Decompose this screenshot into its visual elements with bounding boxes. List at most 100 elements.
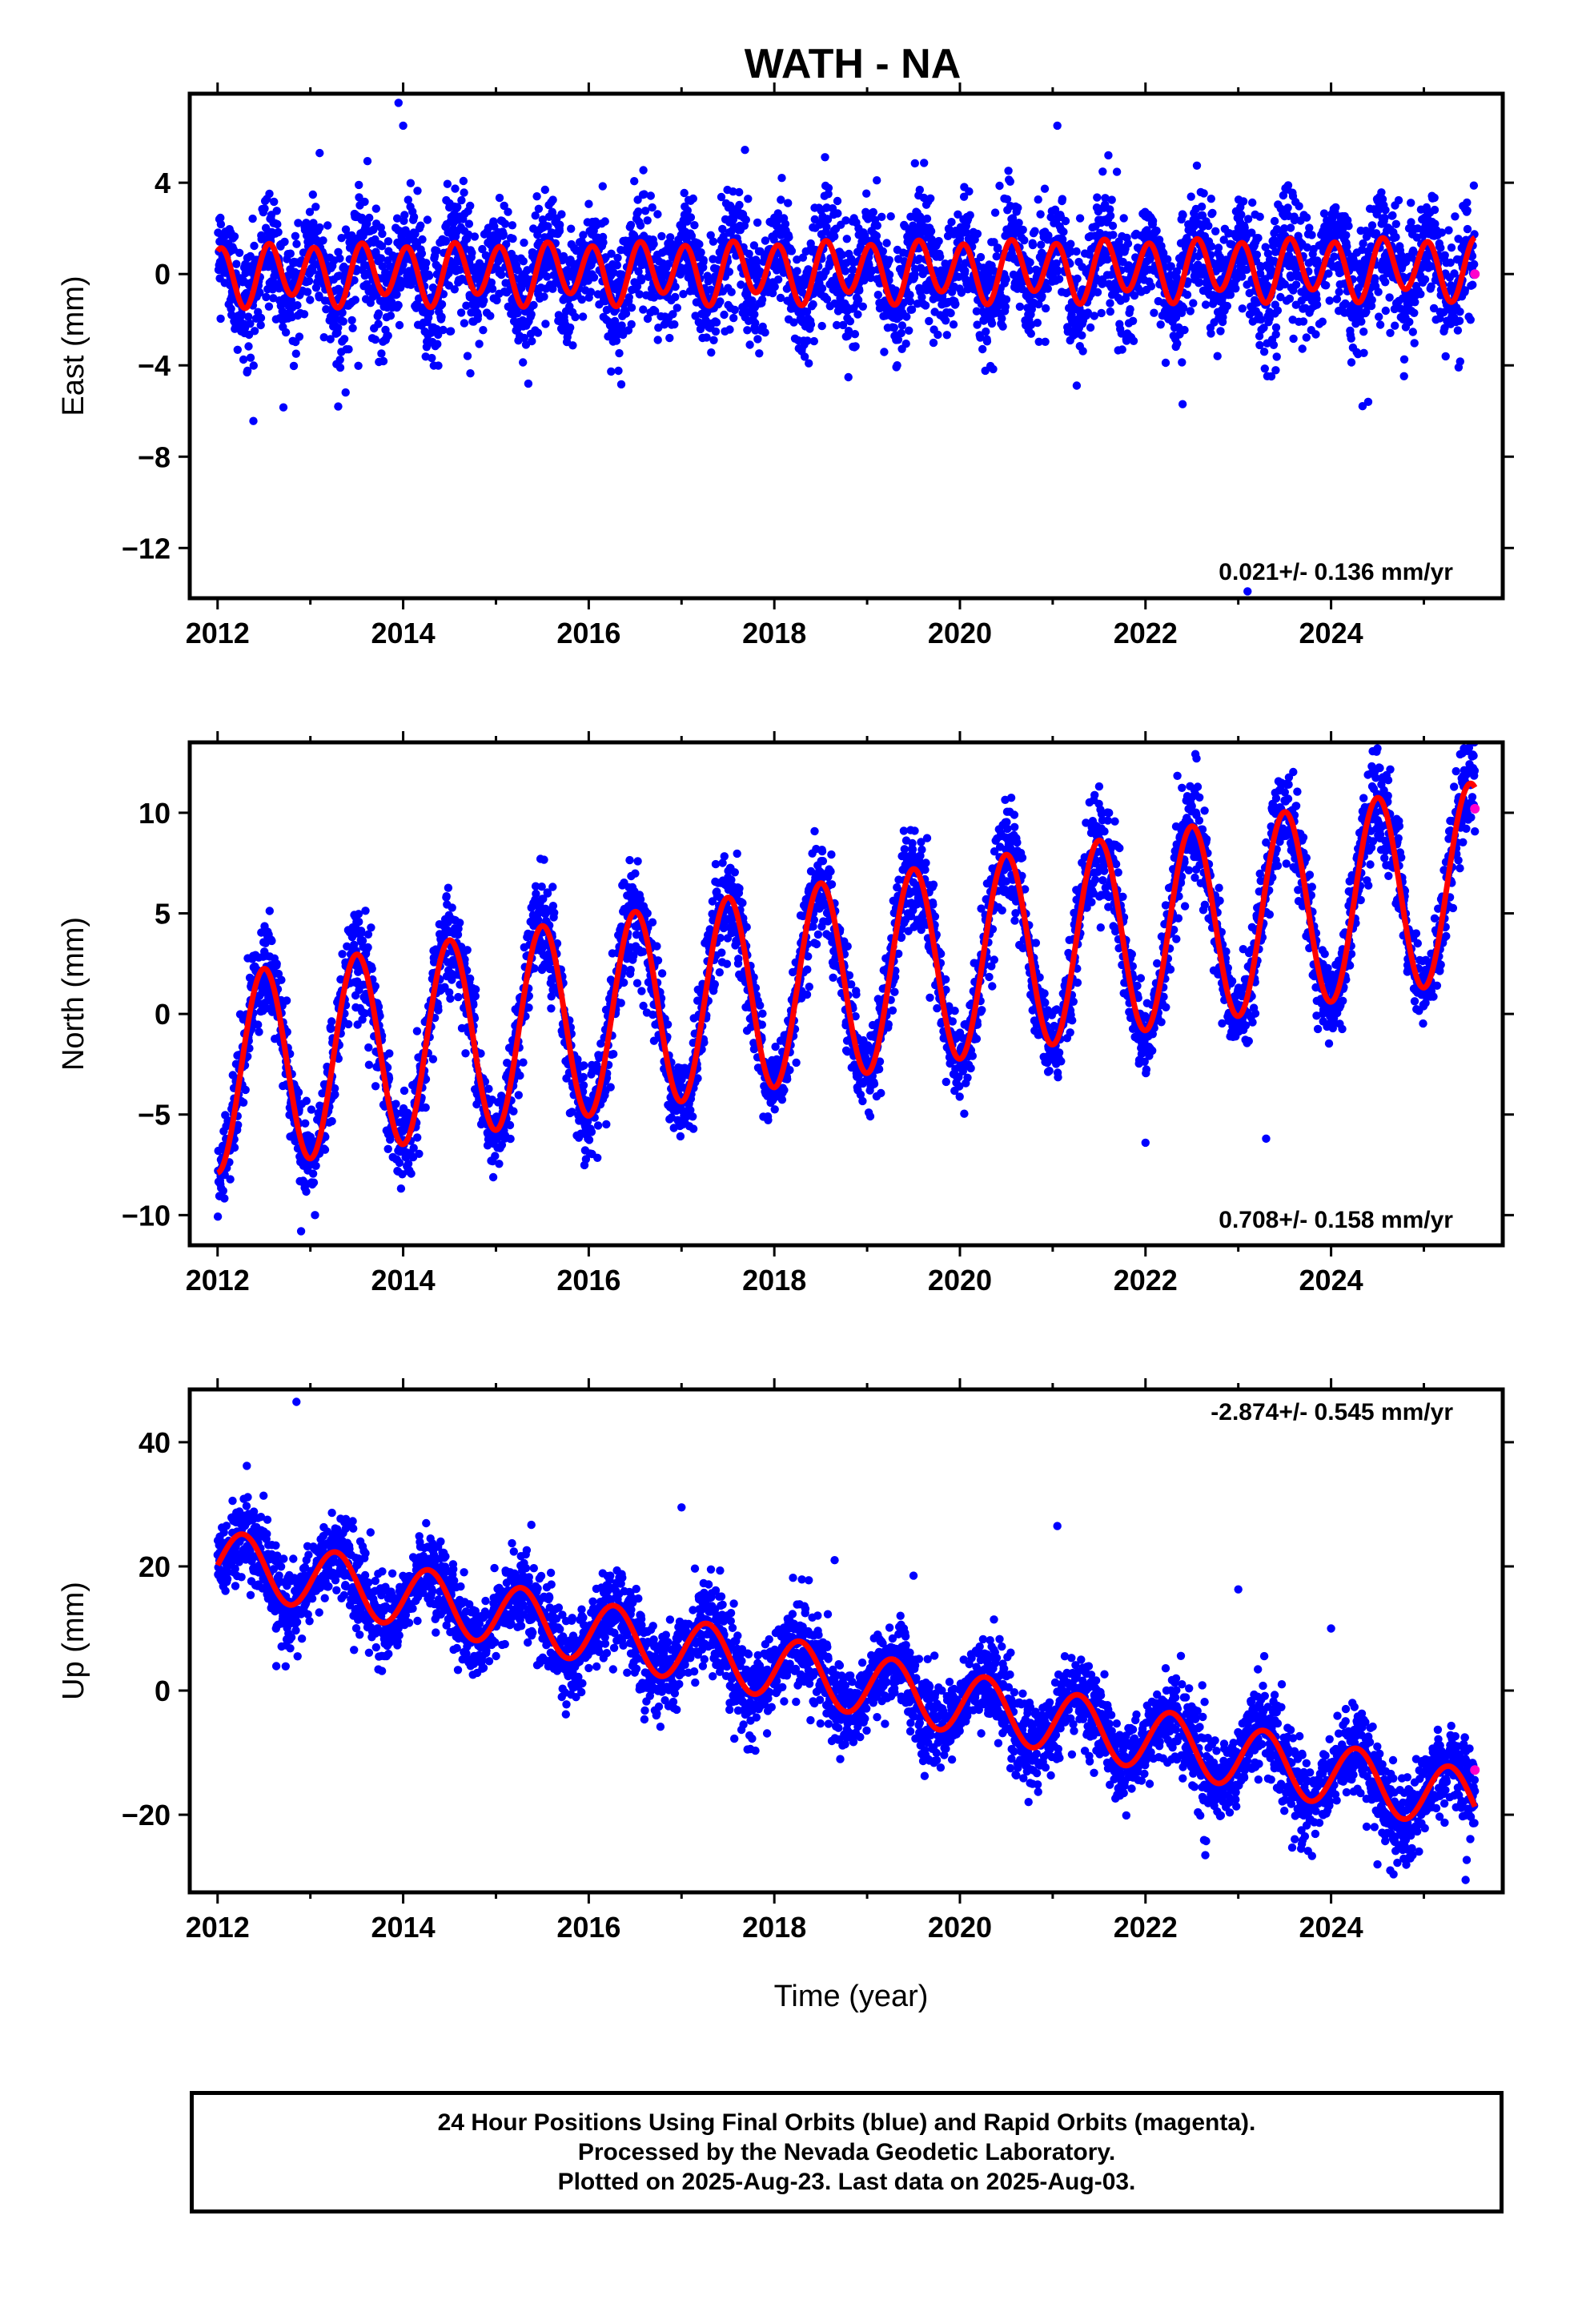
- data-point: [1201, 300, 1211, 309]
- data-point: [1159, 248, 1168, 258]
- data-point: [1295, 202, 1303, 211]
- data-point: [567, 224, 576, 233]
- data-point: [355, 193, 363, 202]
- data-point: [727, 287, 736, 296]
- data-point: [1271, 323, 1281, 332]
- data-point: [265, 907, 274, 915]
- data-point: [989, 364, 998, 374]
- data-point: [1285, 294, 1295, 304]
- data-point: [413, 187, 422, 195]
- x-tick-label: 2020: [928, 617, 992, 649]
- data-point: [1214, 243, 1223, 252]
- data-point: [920, 159, 929, 167]
- data-point: [1357, 317, 1366, 326]
- data-point: [942, 331, 952, 340]
- data-point: [371, 335, 379, 344]
- data-point: [443, 179, 452, 188]
- data-point: [293, 301, 302, 310]
- data-point: [720, 310, 729, 320]
- data-point: [1038, 292, 1046, 301]
- data-point: [1192, 161, 1202, 170]
- data-point: [307, 1105, 316, 1114]
- data-point: [1106, 299, 1114, 308]
- data-point: [227, 311, 236, 320]
- data-point: [798, 253, 808, 262]
- data-point: [607, 249, 616, 258]
- data-point: [664, 259, 673, 268]
- data-point: [1420, 275, 1430, 284]
- data-point: [540, 185, 549, 195]
- data-point: [670, 320, 679, 329]
- data-point: [1430, 205, 1439, 215]
- data-point: [264, 302, 274, 311]
- data-point: [360, 197, 369, 207]
- data-point: [1451, 212, 1460, 221]
- data-point: [1367, 221, 1377, 230]
- data-point: [702, 333, 711, 342]
- data-point: [777, 195, 785, 204]
- data-point: [335, 254, 344, 263]
- data-point: [311, 1161, 320, 1171]
- data-point: [624, 293, 633, 302]
- data-point: [926, 227, 936, 235]
- data-point: [885, 255, 894, 264]
- data-point: [755, 349, 764, 358]
- data-point: [1359, 348, 1368, 357]
- data-point: [557, 210, 566, 219]
- data-point: [1018, 225, 1027, 235]
- data-point: [633, 195, 642, 204]
- data-point: [630, 177, 639, 186]
- data-point: [541, 320, 550, 328]
- data-point: [287, 296, 295, 305]
- data-point: [1336, 267, 1346, 276]
- data-point: [1468, 280, 1477, 289]
- data-point: [1272, 352, 1281, 361]
- data-point: [1441, 352, 1450, 361]
- data-point: [1381, 306, 1391, 316]
- data-point: [873, 291, 883, 300]
- data-point: [648, 286, 657, 296]
- data-point: [1166, 262, 1175, 271]
- data-point: [1374, 287, 1383, 296]
- data-point: [374, 309, 383, 318]
- data-point: [855, 286, 864, 295]
- data-point: [1186, 307, 1195, 316]
- data-point: [1256, 315, 1266, 324]
- data-point: [326, 1024, 335, 1034]
- data-point: [364, 1060, 374, 1069]
- data-point: [946, 308, 955, 318]
- data-point: [1291, 280, 1301, 289]
- data-point: [249, 361, 258, 370]
- data-point: [457, 195, 466, 205]
- data-point: [1211, 227, 1220, 235]
- data-point: [614, 366, 623, 376]
- data-point: [1178, 211, 1187, 219]
- data-point: [556, 220, 564, 229]
- data-point: [544, 222, 552, 231]
- data-point: [1008, 214, 1018, 223]
- data-point: [1073, 274, 1082, 283]
- data-point: [753, 218, 762, 227]
- data-point: [1450, 269, 1459, 278]
- data-point: [273, 219, 282, 229]
- data-point: [1381, 278, 1390, 287]
- data-point: [1009, 270, 1018, 279]
- data-point: [973, 320, 982, 329]
- y-tick-label: 10: [139, 797, 171, 830]
- data-point: [1260, 364, 1270, 373]
- data-point: [627, 304, 636, 312]
- data-point: [1083, 308, 1093, 317]
- y-tick-label: −4: [138, 349, 171, 382]
- data-point: [1437, 228, 1447, 237]
- data-point: [451, 184, 460, 193]
- data-point: [386, 312, 396, 320]
- data-point: [487, 278, 496, 287]
- data-point: [344, 345, 353, 354]
- data-point: [743, 326, 752, 335]
- data-point: [1072, 381, 1082, 390]
- data-point: [377, 242, 387, 251]
- data-point: [793, 267, 801, 275]
- data-point: [1129, 336, 1138, 345]
- data-point: [423, 215, 432, 224]
- data-point: [441, 236, 451, 245]
